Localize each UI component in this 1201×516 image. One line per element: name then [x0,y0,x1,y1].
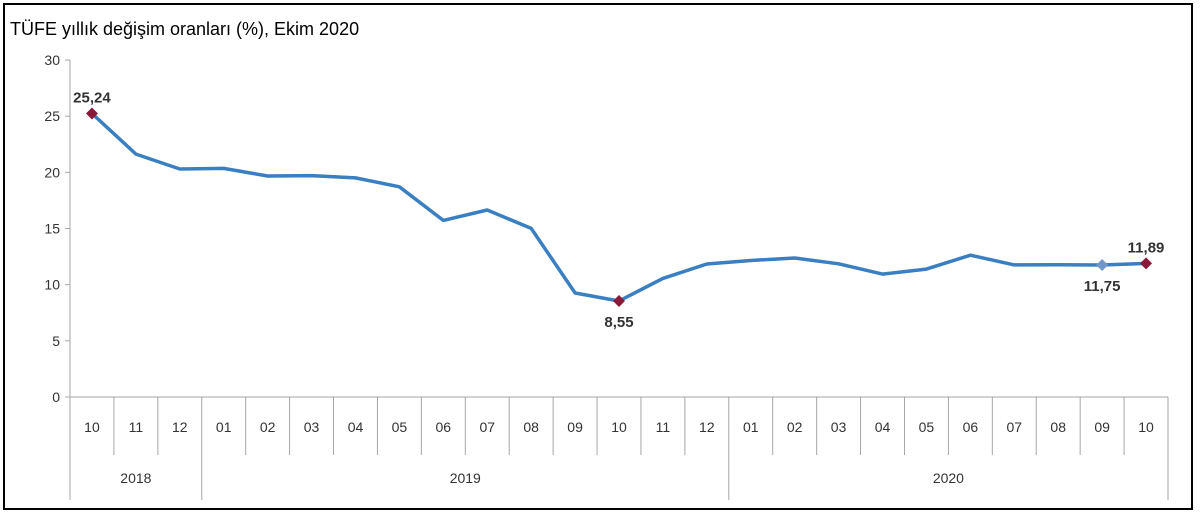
x-tick-label: 06 [436,419,452,435]
y-tick-label: 5 [52,333,60,349]
x-tick-label: 04 [875,419,891,435]
x-tick-label: 11 [129,419,144,435]
x-tick-label: 11 [656,419,671,435]
data-label: 11,89 [1128,239,1165,256]
x-tick-label: 05 [392,419,408,435]
y-tick-label: 15 [44,221,60,237]
data-marker [613,294,625,307]
x-tick-label: 07 [1006,419,1022,435]
x-tick-label: 07 [479,419,495,435]
x-tick-label: 02 [260,419,276,435]
x-tick-label: 01 [743,419,759,435]
y-tick-label: 30 [44,52,60,68]
series-line [90,111,1148,303]
x-tick-label: 05 [919,419,935,435]
x-tick-label: 10 [611,419,627,435]
y-tick-label: 0 [52,389,60,405]
x-tick-label: 08 [523,419,539,435]
y-tick-label: 20 [44,164,60,180]
x-tick-label: 10 [84,419,100,435]
x-tick-label: 02 [787,419,803,435]
x-year-label: 2020 [933,470,964,486]
x-tick-label: 06 [963,419,979,435]
y-tick-label: 10 [44,277,60,293]
x-tick-label: 03 [304,419,320,435]
chart-title: TÜFE yıllık değişim oranları (%), Ekim 2… [10,19,360,39]
x-year-label: 2019 [450,470,481,486]
x-tick-label: 09 [567,419,583,435]
data-label: 25,24 [73,89,111,106]
data-label: 11,75 [1084,278,1121,295]
x-tick-label: 12 [699,419,715,435]
y-tick-label: 25 [44,108,60,124]
x-tick-label: 03 [831,419,847,435]
x-year-label: 2018 [120,470,151,486]
x-tick-label: 08 [1050,419,1066,435]
x-tick-label: 04 [348,419,364,435]
data-label: 8,55 [604,314,633,331]
x-tick-label: 12 [172,419,188,435]
data-marker [85,107,98,120]
x-tick-label: 10 [1138,419,1154,435]
x-tick-label: 01 [216,419,232,435]
data-marker [1096,259,1109,272]
chart-frame [3,3,1193,510]
data-marker [1140,257,1153,270]
x-tick-label: 09 [1094,419,1110,435]
